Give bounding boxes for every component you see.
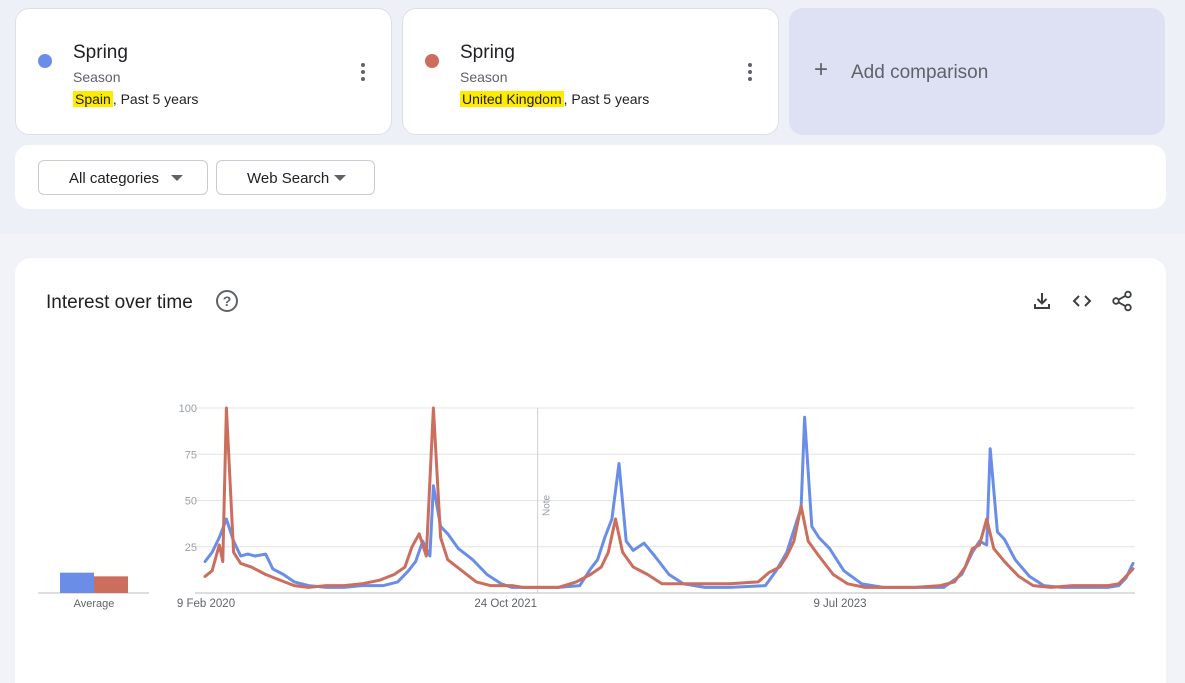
y-tick-label: 100 <box>179 403 197 415</box>
search-term-card-spain[interactable]: Spring Season Spain, Past 5 years <box>15 8 392 135</box>
term-period: , Past 5 years <box>563 91 650 107</box>
series-color-dot <box>425 54 439 68</box>
series-line-1 <box>203 406 1135 589</box>
average-bar-1 <box>94 576 128 593</box>
more-options-icon[interactable] <box>742 63 758 83</box>
category-dropdown-label: All categories <box>69 170 160 187</box>
term-type: Season <box>73 69 121 85</box>
y-tick-label: 25 <box>185 542 197 554</box>
search-type-dropdown-label: Web Search <box>247 170 330 187</box>
term-name: Spring <box>460 42 515 63</box>
y-tick-label: 75 <box>185 449 197 461</box>
filter-bar: All categories Web Search <box>15 145 1166 209</box>
embed-code-icon[interactable] <box>1071 290 1093 312</box>
more-options-icon[interactable] <box>355 63 371 83</box>
term-period: , Past 5 years <box>112 91 199 107</box>
search-type-dropdown[interactable]: Web Search <box>216 160 375 195</box>
term-type: Season <box>460 69 508 85</box>
x-tick-label: 9 Jul 2023 <box>813 598 866 610</box>
interest-chart: 25 50 75 100 Note 9 Feb 2020 24 Oct 2021 9 Jul … <box>38 403 1135 610</box>
caret-down-icon <box>334 175 346 181</box>
category-dropdown[interactable]: All categories <box>38 160 208 195</box>
add-comparison-label: Add comparison <box>851 62 989 83</box>
x-tick-label: 24 Oct 2021 <box>474 598 537 610</box>
series-line-0 <box>203 415 1135 589</box>
plus-icon: + <box>814 56 829 83</box>
term-location: United Kingdom <box>460 91 564 107</box>
chart-title: Interest over time <box>46 292 193 313</box>
series-color-dot <box>38 54 52 68</box>
add-comparison-button[interactable]: + Add comparison <box>789 8 1165 135</box>
caret-down-icon <box>171 175 183 181</box>
x-tick-label: 9 Feb 2020 <box>177 598 235 610</box>
term-location: Spain <box>73 91 113 107</box>
term-location-period: United Kingdom, Past 5 years <box>460 91 649 107</box>
average-bar-0 <box>60 572 94 593</box>
interest-over-time-card: Interest over time ? 25 50 75 100 Note 9 Feb … <box>15 258 1166 683</box>
y-tick-label: 50 <box>185 496 197 508</box>
term-name: Spring <box>73 42 128 63</box>
search-term-card-uk[interactable]: Spring Season United Kingdom, Past 5 yea… <box>402 8 779 135</box>
note-label: Note <box>542 494 553 516</box>
help-icon[interactable]: ? <box>216 290 238 312</box>
share-icon[interactable] <box>1111 290 1133 312</box>
average-label: Average <box>74 598 115 610</box>
term-location-period: Spain, Past 5 years <box>73 91 198 107</box>
download-icon[interactable] <box>1031 290 1053 312</box>
